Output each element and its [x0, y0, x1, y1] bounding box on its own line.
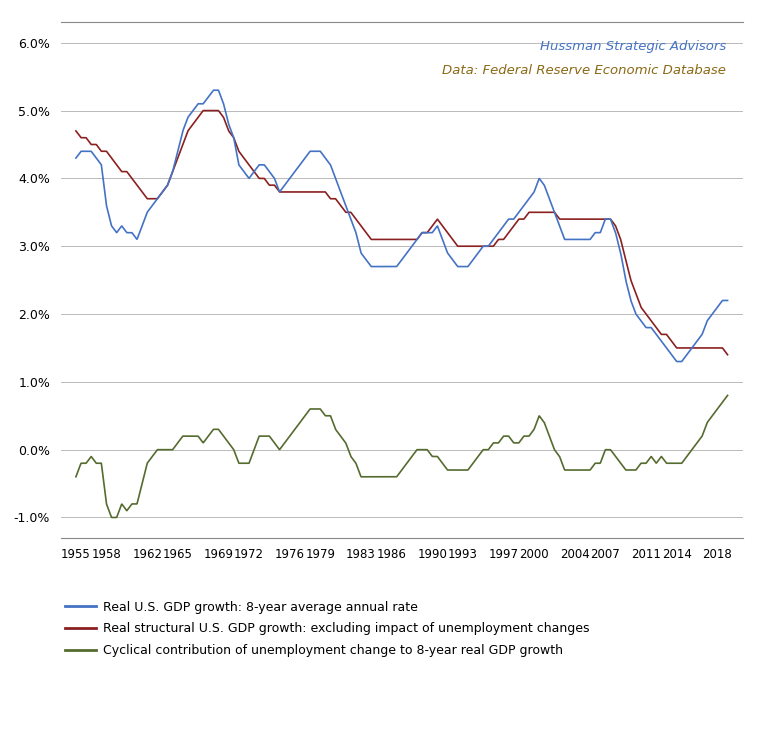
Text: Hussman Strategic Advisors: Hussman Strategic Advisors	[540, 40, 725, 54]
Text: Data: Federal Reserve Economic Database: Data: Federal Reserve Economic Database	[442, 63, 725, 77]
Legend: Real U.S. GDP growth: 8-year average annual rate, Real structural U.S. GDP growt: Real U.S. GDP growth: 8-year average ann…	[60, 595, 594, 662]
